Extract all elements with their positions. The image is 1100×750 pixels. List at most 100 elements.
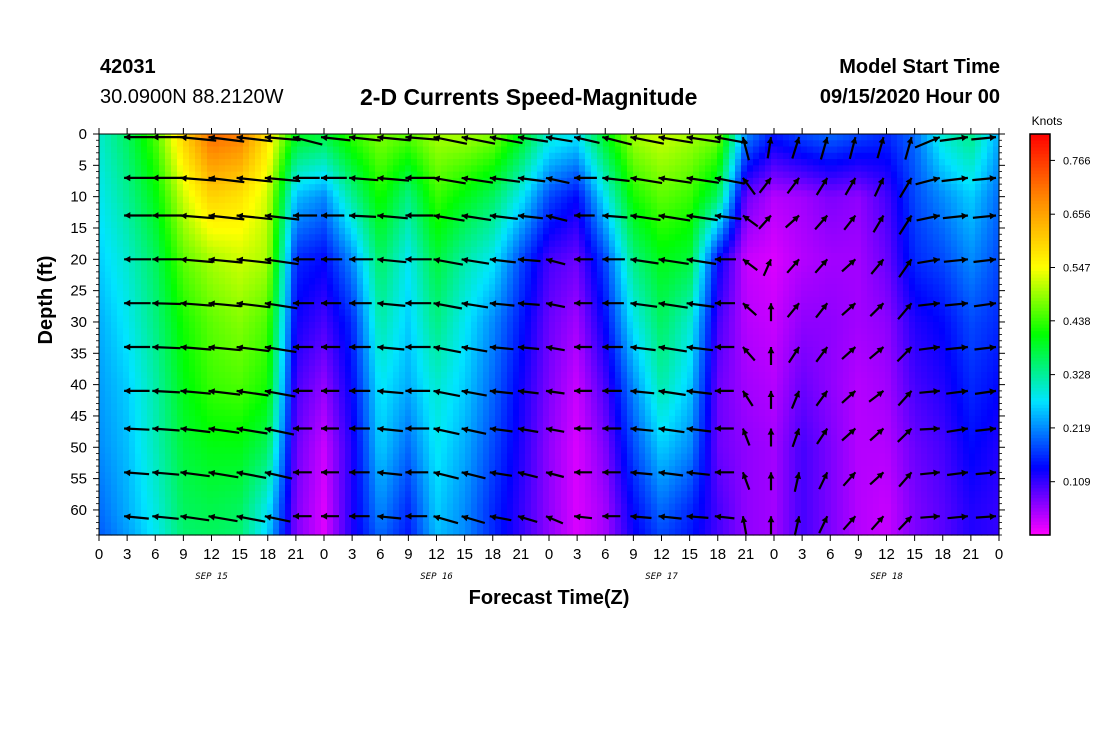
heat-cell (315, 447, 322, 455)
heat-cell (249, 347, 256, 354)
heat-cell (333, 347, 340, 354)
heat-cell (315, 472, 322, 480)
heat-cell (447, 271, 454, 279)
heat-cell (291, 409, 298, 417)
heat-cell (159, 491, 166, 499)
heat-cell (123, 447, 130, 455)
heat-cell (105, 240, 112, 248)
heat-cell (321, 290, 328, 298)
heat-cell (105, 372, 112, 379)
heat-cell (123, 240, 130, 248)
heat-cell (549, 447, 556, 455)
heat-cell (255, 478, 262, 486)
heat-cell (483, 315, 490, 323)
heat-cell (501, 253, 508, 260)
heat-cell (483, 146, 490, 154)
heat-cell (363, 522, 370, 530)
heat-cell (345, 202, 352, 210)
heat-cell (561, 284, 568, 292)
heat-cell (213, 240, 220, 248)
heat-cell (159, 190, 166, 198)
heat-cell (147, 271, 154, 279)
heat-cell (423, 359, 430, 367)
heat-cell (453, 284, 460, 292)
heat-cell (213, 422, 220, 430)
heat-cell (243, 221, 250, 229)
heat-cell (135, 359, 142, 367)
heat-cell (525, 447, 532, 455)
heat-cell (501, 491, 508, 499)
heat-cell (327, 441, 334, 448)
heat-cell (567, 140, 574, 148)
heat-cell (99, 466, 106, 473)
heat-cell (231, 221, 238, 229)
heat-cell (153, 384, 160, 392)
heat-cell (333, 177, 340, 185)
heat-cell (159, 340, 166, 348)
heat-cell (447, 340, 454, 348)
heat-cell (159, 409, 166, 417)
heat-cell (471, 296, 478, 304)
heat-cell (339, 447, 346, 455)
heat-cell (213, 278, 220, 285)
heat-cell (405, 309, 412, 317)
heat-cell (375, 234, 382, 242)
heat-cell (243, 428, 250, 436)
heat-cell (543, 509, 550, 517)
heat-cell (495, 390, 502, 398)
heat-cell (339, 152, 346, 160)
heat-cell (297, 234, 304, 242)
heat-cell (531, 184, 538, 191)
heat-cell (513, 359, 520, 367)
heat-cell (153, 434, 160, 442)
heat-cell (141, 271, 148, 279)
heat-cell (165, 265, 172, 273)
heat-cell (309, 159, 316, 166)
heat-cell (411, 359, 418, 367)
heat-cell (417, 491, 424, 499)
heat-cell (357, 321, 364, 329)
heat-cell (99, 459, 106, 467)
heat-cell (267, 309, 274, 317)
heat-cell (483, 434, 490, 442)
heat-cell (549, 365, 556, 373)
heat-cell (561, 397, 568, 405)
heat-cell (105, 403, 112, 411)
heat-cell (189, 491, 196, 499)
heat-cell (201, 196, 208, 204)
heat-cell (423, 478, 430, 486)
heat-cell (513, 484, 520, 492)
heat-cell (201, 140, 208, 148)
heat-cell (261, 397, 268, 405)
heat-cell (285, 309, 292, 317)
heat-cell (267, 484, 274, 492)
heat-cell (141, 353, 148, 361)
heat-cell (555, 278, 562, 285)
heat-cell (105, 415, 112, 423)
heat-cell (405, 259, 412, 267)
heat-cell (465, 246, 472, 254)
heat-cell (249, 334, 256, 342)
heat-cell (333, 165, 340, 173)
heat-cell (393, 484, 400, 492)
heat-cell (237, 428, 244, 436)
heat-cell (189, 265, 196, 273)
heat-cell (243, 372, 250, 379)
heat-cell (183, 209, 190, 217)
heat-cell (303, 503, 310, 511)
heat-cell (195, 359, 202, 367)
heat-cell (129, 390, 136, 398)
heat-cell (561, 516, 568, 524)
heat-cell (195, 509, 202, 517)
heat-cell (423, 365, 430, 373)
heat-cell (561, 246, 568, 254)
heat-cell (309, 484, 316, 492)
heat-cell (219, 196, 226, 204)
heat-cell (447, 146, 454, 154)
heat-cell (207, 516, 214, 524)
heat-cell (153, 296, 160, 304)
heat-cell (447, 497, 454, 505)
heat-cell (507, 202, 514, 210)
heat-cell (357, 340, 364, 348)
heat-cell (543, 309, 550, 317)
